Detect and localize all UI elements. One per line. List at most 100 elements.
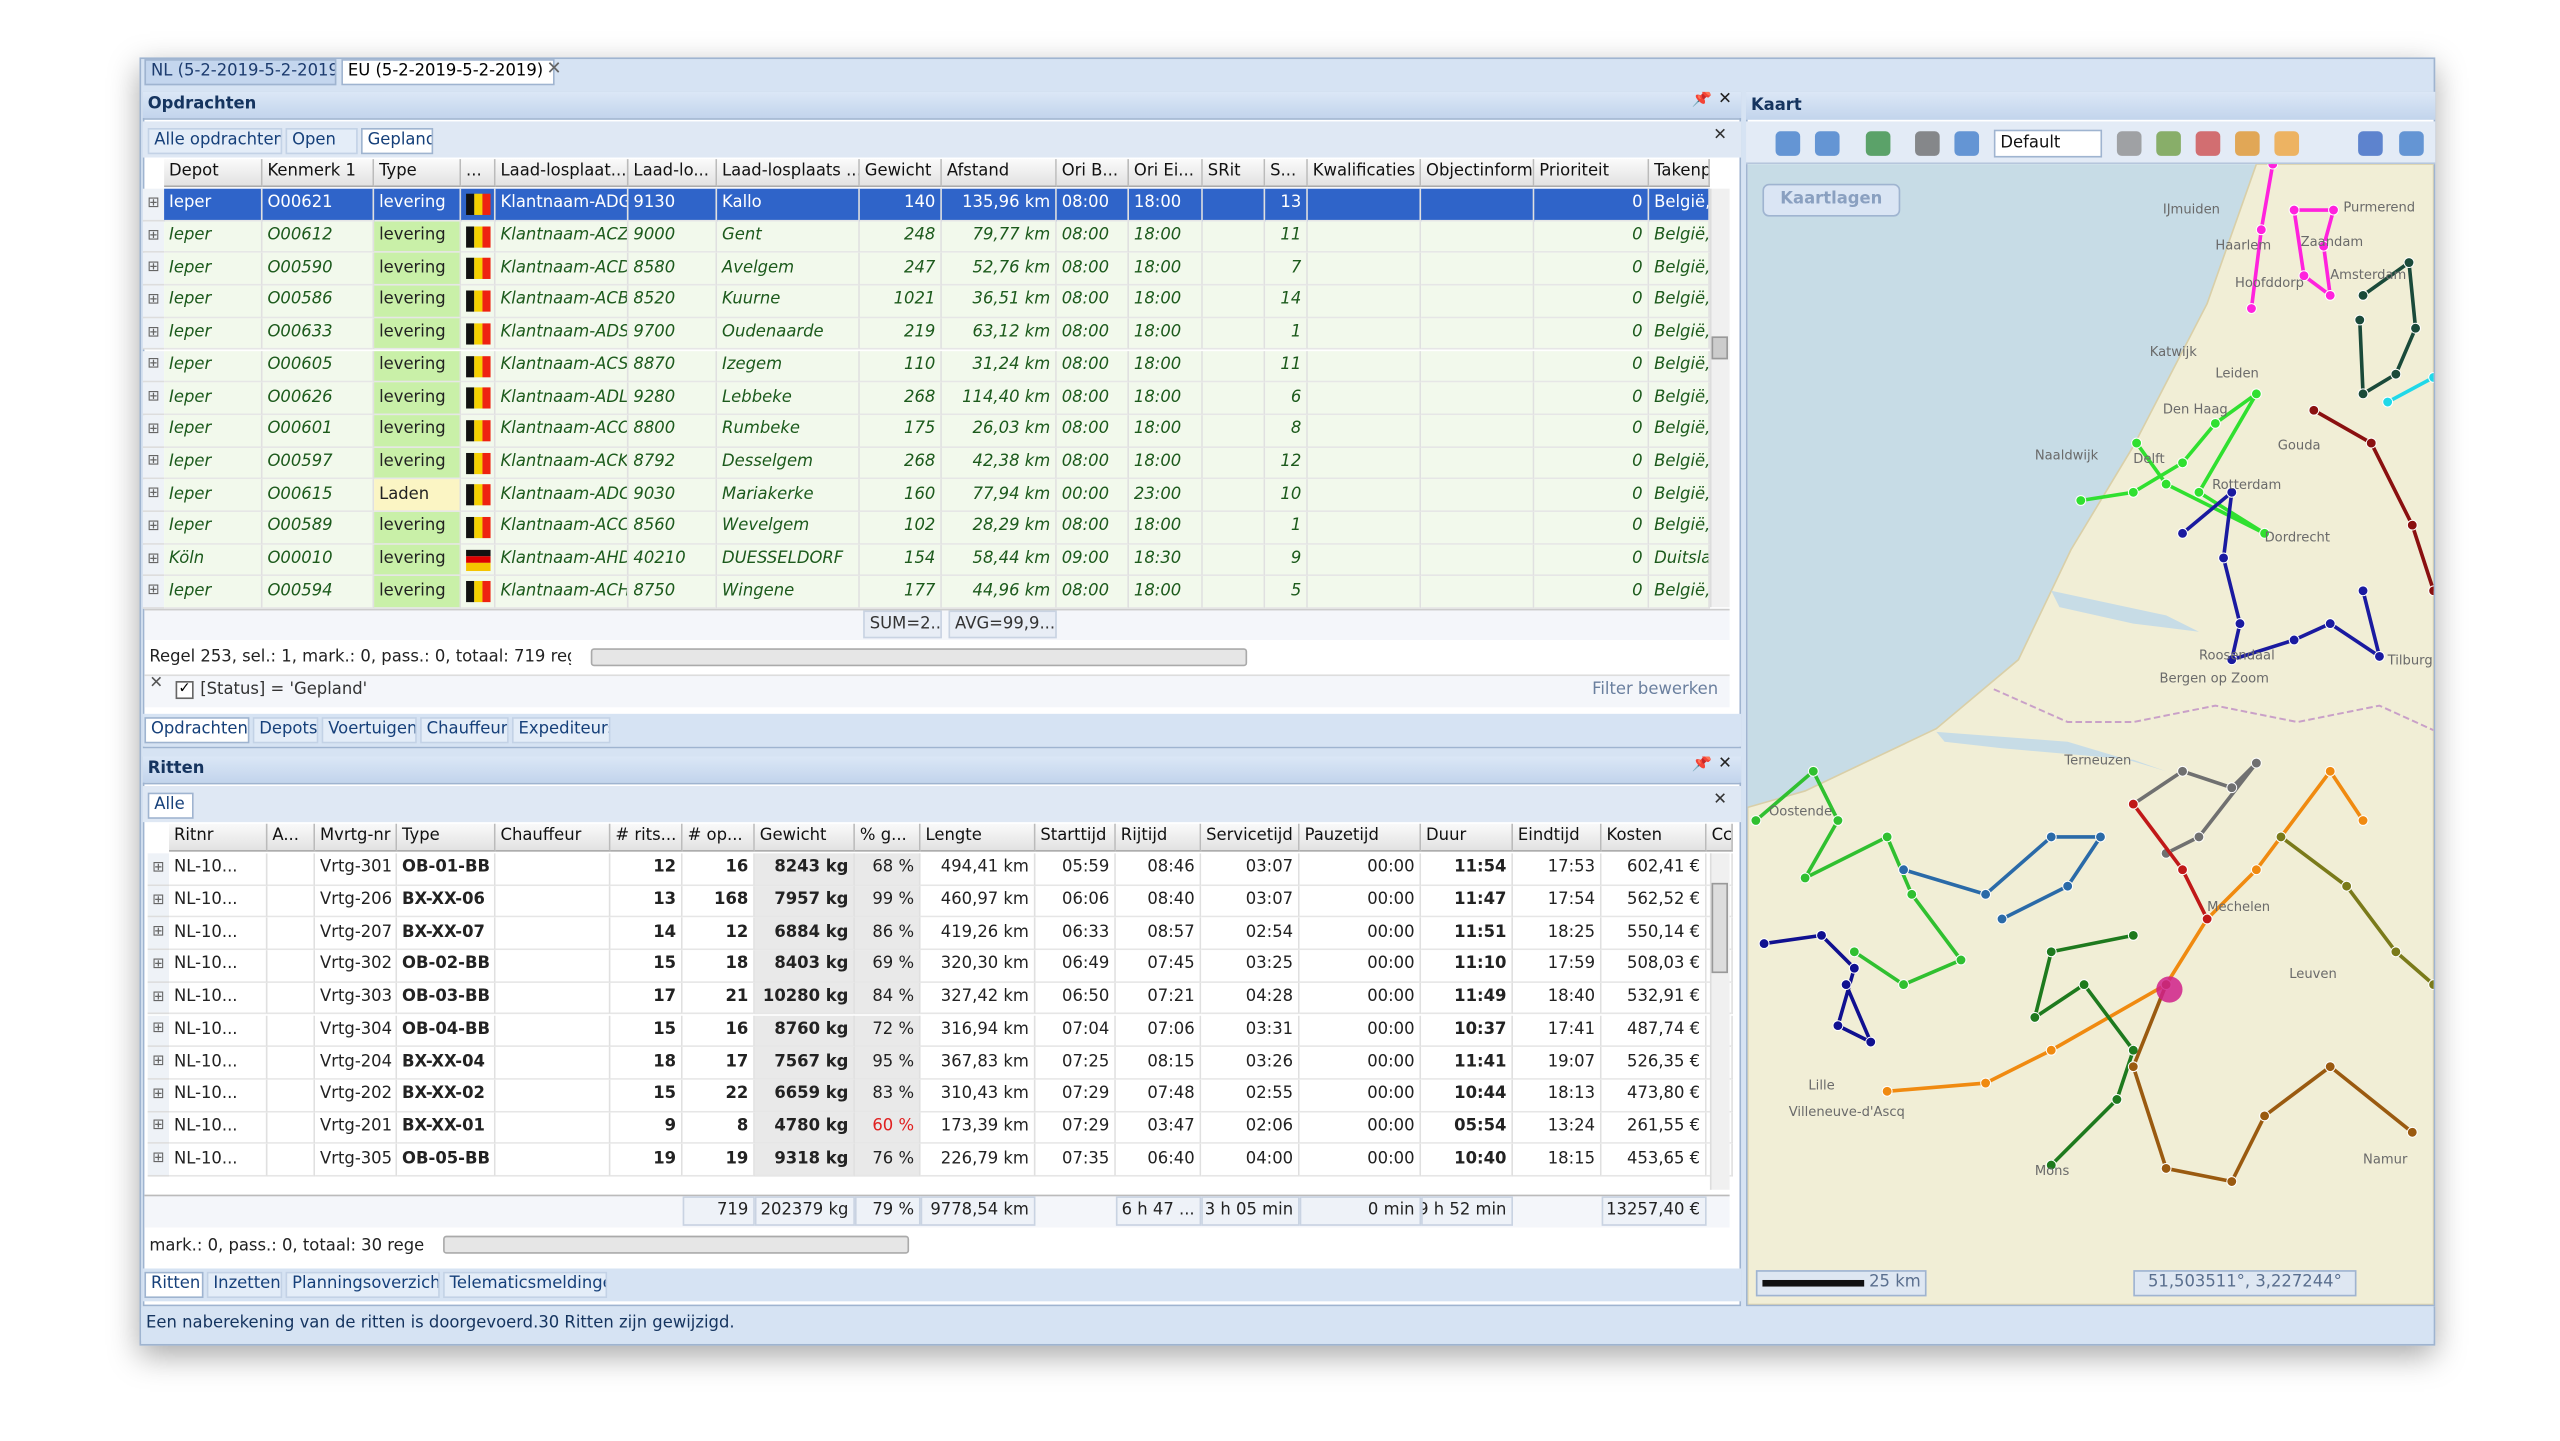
toolbar-button[interactable] bbox=[1775, 131, 1801, 156]
route-stop bbox=[2246, 303, 2257, 314]
column-header[interactable]: Ritnr bbox=[169, 823, 268, 852]
column-header[interactable]: Kosten bbox=[1601, 823, 1707, 852]
bottom-tab[interactable]: Depots bbox=[252, 717, 319, 744]
column-header[interactable]: Duur bbox=[1421, 823, 1514, 852]
bottom-tab[interactable]: Telematicsmeldingen bbox=[443, 1271, 608, 1299]
column-header[interactable]: Pauzetijd bbox=[1299, 823, 1422, 852]
toolbar-button[interactable] bbox=[1915, 131, 1940, 156]
close-button[interactable]: ✕ bbox=[1718, 756, 1732, 773]
bottom-tab[interactable]: Opdrachten bbox=[144, 717, 250, 744]
column-header[interactable]: Type bbox=[374, 159, 462, 188]
flag-stripe bbox=[466, 556, 491, 564]
table-cell: O00605 bbox=[262, 350, 375, 383]
toolbar-button[interactable] bbox=[1814, 131, 1840, 156]
column-header[interactable]: Cc bbox=[1706, 823, 1733, 852]
column-header[interactable]: Prioriteit bbox=[1534, 159, 1650, 188]
column-header[interactable]: Takenpakk bbox=[1649, 159, 1710, 188]
column-header[interactable]: Ori B... bbox=[1056, 159, 1130, 188]
tabstrip-close[interactable]: ✕ bbox=[1713, 792, 1727, 810]
toolbar-button[interactable] bbox=[2274, 131, 2300, 156]
bottom-tab[interactable]: Planningsoverzicht bbox=[285, 1271, 440, 1299]
column-header[interactable]: Gewicht bbox=[754, 823, 855, 852]
bottom-tab[interactable]: Expediteurs bbox=[511, 717, 611, 744]
place-label: Namur bbox=[2363, 1152, 2408, 1167]
filter-tab[interactable]: Gepland bbox=[361, 127, 434, 155]
column-header[interactable]: Starttijd bbox=[1035, 823, 1116, 852]
column-header[interactable]: Laad-lo... bbox=[628, 159, 718, 188]
route-stop bbox=[1906, 888, 1918, 900]
table-cell: 11:54 bbox=[1421, 853, 1514, 886]
filter-checkbox[interactable]: ✓ bbox=[175, 681, 194, 700]
route-stop bbox=[2177, 527, 2188, 539]
filter-tab[interactable]: Alle bbox=[147, 792, 194, 819]
column-header[interactable]: Laad-losplaats ... bbox=[717, 159, 860, 188]
toolbar-button[interactable] bbox=[2235, 131, 2260, 156]
filter-expression[interactable]: [Status] = 'Gepland' bbox=[200, 680, 368, 699]
route-stop bbox=[1865, 1036, 1877, 1048]
column-header[interactable]: Rijtijd bbox=[1115, 823, 1202, 852]
table-cell: België, bbox=[1649, 511, 1710, 545]
toolbar-button[interactable] bbox=[2195, 131, 2221, 156]
scale-label: 25 km bbox=[1869, 1273, 1921, 1292]
layers-button[interactable]: Kaartlagen bbox=[1762, 183, 1901, 217]
column-header[interactable]: Chauffeur bbox=[495, 823, 611, 852]
table-cell: 0 bbox=[1534, 511, 1650, 545]
toolbar-button[interactable] bbox=[2358, 131, 2383, 156]
toolbar-button[interactable] bbox=[2156, 131, 2181, 156]
column-header[interactable]: # rits... bbox=[610, 823, 683, 852]
filter-tab[interactable]: Alle opdrachten bbox=[147, 127, 283, 155]
column-header[interactable]: SRit bbox=[1202, 159, 1266, 188]
column-header[interactable]: Gewicht bbox=[859, 159, 942, 188]
profile-select[interactable]: Default bbox=[1993, 129, 2103, 158]
table-cell: 08:00 bbox=[1056, 382, 1130, 415]
filter-clear[interactable]: ✕ bbox=[149, 676, 164, 693]
table-cell: 14 bbox=[1265, 285, 1308, 318]
column-header[interactable]: # op... bbox=[682, 823, 755, 852]
bottom-tab[interactable]: Inzetten bbox=[206, 1271, 283, 1299]
column-header[interactable]: Afstand bbox=[941, 159, 1057, 188]
filter-edit-link[interactable]: Filter bewerken bbox=[1592, 680, 1719, 699]
table-cell: 18:00 bbox=[1129, 318, 1203, 351]
column-header[interactable]: Depot bbox=[164, 159, 263, 188]
column-header[interactable]: Eindtijd bbox=[1513, 823, 1602, 852]
table-cell: 9000 bbox=[628, 221, 718, 254]
route-stop bbox=[2131, 437, 2142, 449]
toolbar-button[interactable] bbox=[1865, 131, 1891, 156]
toolbar-button[interactable] bbox=[1954, 131, 1980, 156]
tabstrip-close[interactable]: ✕ bbox=[1713, 127, 1727, 145]
column-header[interactable]: Objectinforma bbox=[1421, 159, 1535, 188]
column-header[interactable]: Type bbox=[397, 823, 496, 852]
column-header[interactable]: A... bbox=[267, 823, 316, 852]
table-cell: 07:45 bbox=[1115, 950, 1202, 983]
pin-button[interactable]: 📌 bbox=[1691, 756, 1712, 773]
flag-stripe bbox=[474, 452, 483, 474]
toolbar-button[interactable] bbox=[2116, 131, 2142, 156]
column-header[interactable]: Servicetijd bbox=[1201, 823, 1300, 852]
bottom-tab[interactable]: Chauffeur bbox=[420, 717, 509, 744]
column-header[interactable]: ... bbox=[461, 159, 496, 188]
filter-tab[interactable]: Open bbox=[285, 127, 358, 155]
column-header[interactable]: Ori Ei... bbox=[1129, 159, 1203, 188]
column-header[interactable]: % g... bbox=[854, 823, 921, 852]
table-cell: 7957 kg bbox=[754, 885, 855, 918]
column-header[interactable]: Kwalificaties bbox=[1307, 159, 1422, 188]
document-tab[interactable]: NL (5-2-2019-5-2-2019) bbox=[144, 59, 337, 86]
bottom-tab[interactable]: Voertuigen bbox=[321, 717, 417, 744]
map[interactable]: IJmuiden Purmerend Haarlem Zaandam Amsterdam… bbox=[1747, 164, 2434, 1305]
close-button[interactable]: ✕ bbox=[1718, 91, 1732, 109]
toolbar-button[interactable] bbox=[2399, 131, 2424, 156]
table-cell: 83 % bbox=[854, 1079, 921, 1112]
route-stop bbox=[2250, 388, 2262, 400]
table-cell: Duitsla bbox=[1649, 544, 1710, 577]
column-header[interactable]: Kenmerk 1 bbox=[262, 159, 375, 188]
place-label: Haarlem bbox=[2215, 238, 2271, 253]
pin-button[interactable]: 📌 bbox=[1691, 91, 1712, 109]
document-tab[interactable]: EU (5-2-2019-5-2-2019) bbox=[341, 59, 555, 86]
column-header[interactable]: Laad-losplaat... bbox=[495, 159, 629, 188]
table-cell: Vrtg-301 bbox=[315, 853, 398, 886]
column-header[interactable]: Lengte bbox=[920, 823, 1036, 852]
column-header[interactable]: S... bbox=[1265, 159, 1308, 188]
flag-stripe bbox=[474, 258, 483, 280]
column-header[interactable]: Mvrtg-nr bbox=[315, 823, 398, 852]
bottom-tab[interactable]: Ritten bbox=[144, 1271, 204, 1299]
